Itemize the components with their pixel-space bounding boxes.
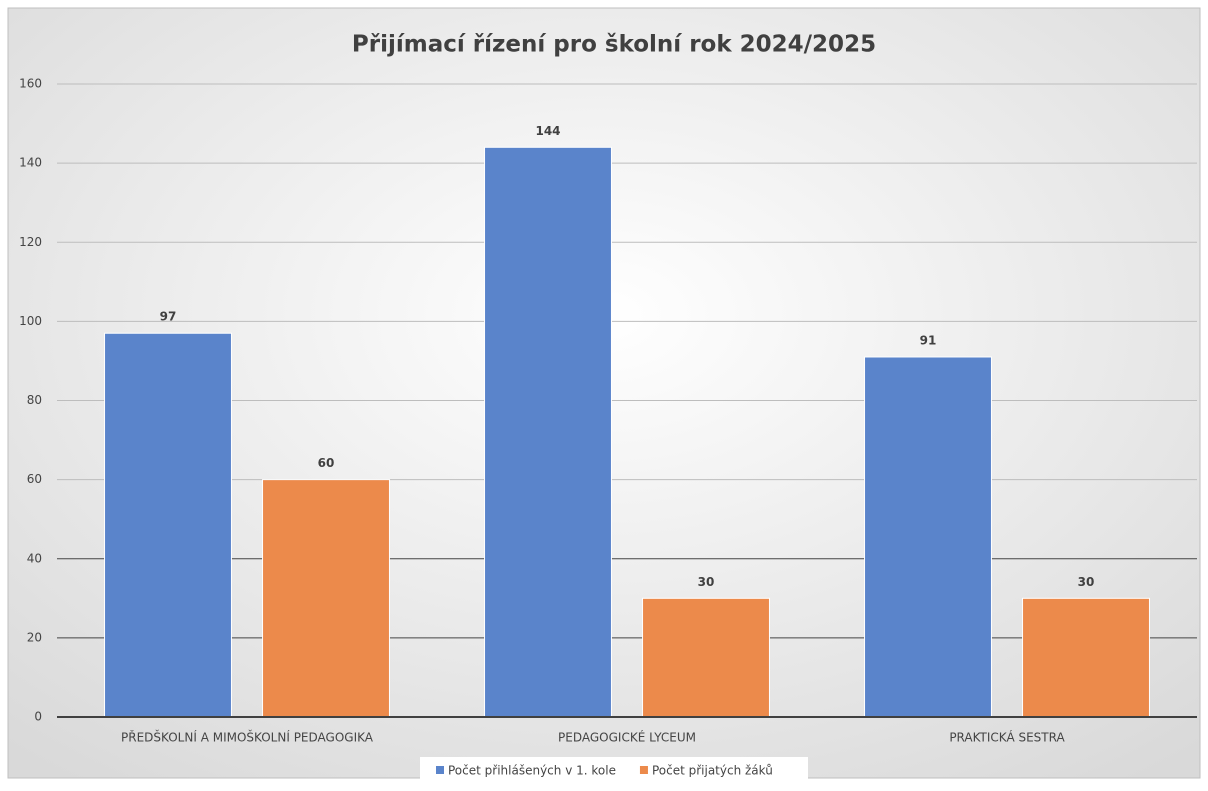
- y-tick-label: 160: [19, 77, 42, 91]
- chart-title: Přijímací řízení pro školní rok 2024/202…: [352, 32, 876, 58]
- y-tick-label: 60: [27, 472, 42, 486]
- legend-label: Počet přijatých žáků: [652, 764, 773, 778]
- x-tick-label: PŘEDŠKOLNÍ A MIMOŠKOLNÍ PEDAGOGIKA: [121, 730, 374, 745]
- legend: [420, 757, 808, 784]
- data-label: 30: [1078, 575, 1095, 589]
- y-tick-label: 140: [19, 156, 42, 170]
- data-label: 144: [535, 124, 560, 138]
- legend-swatch: [436, 766, 444, 774]
- y-tick-label: 120: [19, 235, 42, 249]
- y-tick-label: 100: [19, 314, 42, 328]
- bar: [642, 597, 770, 718]
- y-tick-label: 80: [27, 393, 42, 407]
- x-tick-label: PEDAGOGICKÉ LYCEUM: [558, 730, 696, 745]
- bar: [104, 332, 232, 718]
- legend-label: Počet přihlášených v 1. kole: [448, 764, 616, 778]
- bar: [864, 356, 992, 718]
- bar: [262, 479, 390, 718]
- data-label: 30: [698, 575, 715, 589]
- bar: [1022, 597, 1150, 718]
- y-tick-label: 40: [27, 551, 42, 565]
- data-label: 60: [318, 456, 335, 470]
- x-tick-label: PRAKTICKÁ SESTRA: [949, 730, 1065, 745]
- data-label: 97: [160, 310, 177, 324]
- y-tick-label: 0: [34, 710, 42, 724]
- y-tick-label: 20: [27, 630, 42, 644]
- data-label: 91: [920, 333, 937, 347]
- legend-swatch: [639, 766, 648, 774]
- bar: [484, 146, 612, 718]
